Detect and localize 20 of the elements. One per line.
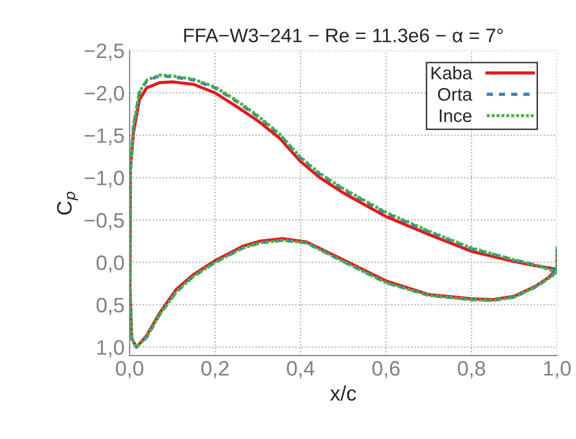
x-tick-label: 1,0: [544, 361, 571, 378]
x-tick-label: 0,0: [116, 361, 144, 378]
x-tick-label: 0,2: [201, 361, 229, 378]
y-tick-label: 0,5: [96, 298, 124, 315]
x-tick-label: 0,6: [372, 361, 400, 378]
y-tick-label: −0,5: [84, 212, 124, 230]
y-tick-label: 0,0: [96, 255, 124, 273]
chart-title: FFA−W3−241 − Re = 11.3e6 − α = 7°: [184, 28, 503, 42]
legend-label: Ince: [440, 110, 472, 122]
y-axis-title: C$_{p}$: [57, 192, 78, 215]
y-tick-label: −2,0: [84, 86, 124, 104]
x-axis-title: x/c: [330, 385, 356, 401]
y-tick-label: −1,0: [84, 170, 124, 188]
x-tick-label: 0,4: [286, 361, 314, 378]
y-tick-label: 1,0: [97, 340, 124, 358]
legend-label: Orta: [438, 88, 472, 101]
y-tick-label: −1,5: [84, 128, 124, 146]
x-tick-label: 0,8: [458, 361, 486, 378]
y-tick-label: −2,5: [84, 43, 124, 61]
legend-label: Kaba: [432, 66, 472, 80]
